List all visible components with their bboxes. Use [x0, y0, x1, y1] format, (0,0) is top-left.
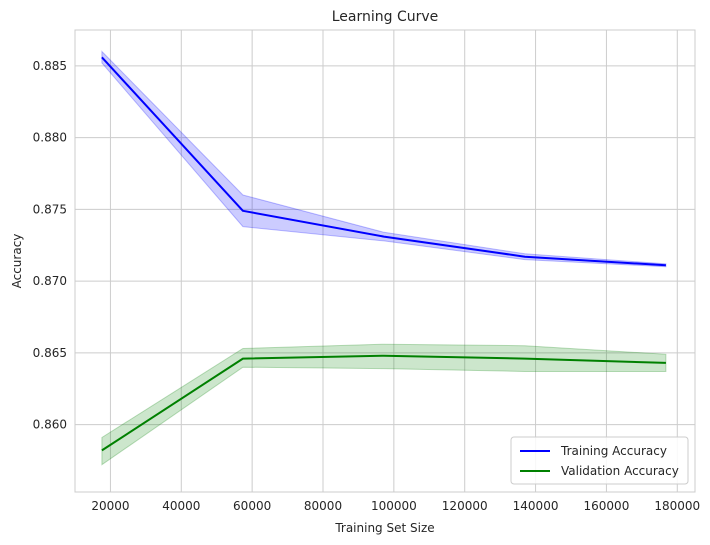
- x-tick-label: 40000: [162, 499, 200, 513]
- x-tick-label: 100000: [371, 499, 417, 513]
- x-tick-labels: 20000 40000 60000 80000 100000 120000 140000 16…: [91, 499, 700, 513]
- y-tick-label: 0.880: [33, 131, 67, 145]
- validation-accuracy-line: [101, 354, 666, 452]
- legend-label-training: Training Accuracy: [560, 444, 667, 458]
- validation-accuracy-band: [101, 343, 667, 466]
- plot-frame: [74, 29, 696, 493]
- y-tick-label: 0.885: [33, 59, 67, 73]
- legend: Training Accuracy Validation Accuracy: [510, 436, 689, 485]
- y-tick-label: 0.875: [33, 202, 67, 216]
- x-tick-label: 20000: [91, 499, 129, 513]
- series-lines: [101, 56, 666, 452]
- x-tick-label: 80000: [304, 499, 342, 513]
- chart-title: Learning Curve: [332, 9, 439, 25]
- x-tick-label: 180000: [654, 499, 700, 513]
- confidence-bands: [101, 50, 667, 466]
- y-tick-label: 0.870: [33, 274, 67, 288]
- x-tick-label: 140000: [513, 499, 559, 513]
- y-tick-label: 0.860: [33, 418, 67, 432]
- training-accuracy-band: [101, 50, 667, 268]
- y-tick-labels: 0.860 0.865 0.870 0.875 0.880 0.885: [33, 59, 67, 432]
- training-accuracy-line: [101, 56, 666, 267]
- y-tick-label: 0.865: [33, 346, 67, 360]
- legend-label-validation: Validation Accuracy: [561, 464, 679, 478]
- x-tick-label: 60000: [233, 499, 271, 513]
- x-axis-label: Training Set Size: [334, 521, 434, 535]
- legend-box: [510, 436, 689, 485]
- x-tick-label: 160000: [584, 499, 630, 513]
- y-axis-label: Accuracy: [10, 234, 24, 289]
- x-tick-label: 120000: [442, 499, 488, 513]
